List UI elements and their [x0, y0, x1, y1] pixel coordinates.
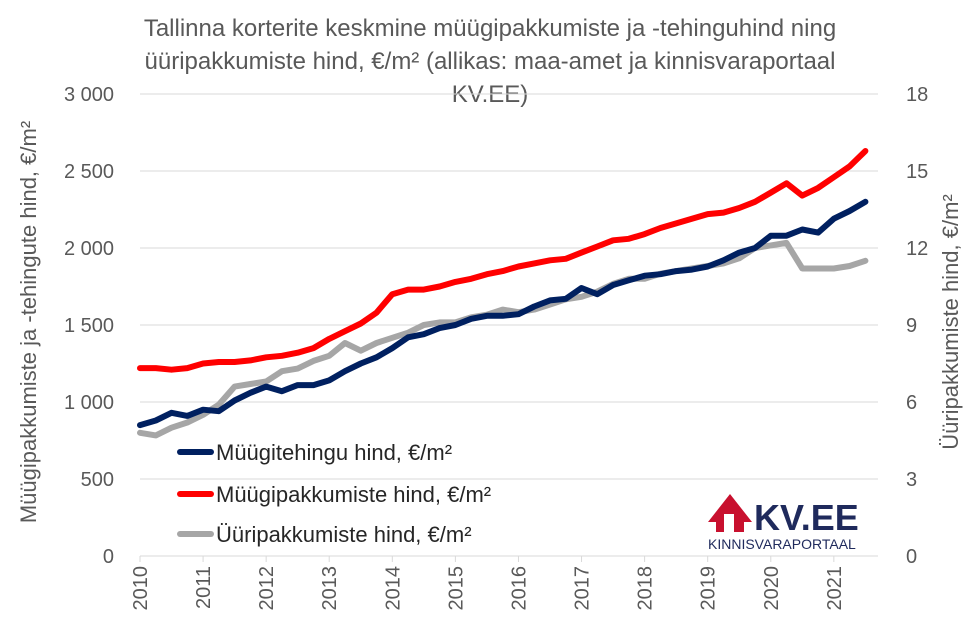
- x-tick-label: 2011: [193, 566, 215, 609]
- x-tick-label: 2013: [319, 566, 341, 611]
- legend-label: Müügitehingu hind, €/m²: [216, 440, 452, 465]
- x-tick-label: 2015: [445, 566, 467, 611]
- x-tick-label: 2012: [256, 566, 278, 611]
- right-tick-label: 18: [906, 84, 928, 106]
- left-tick-label: 1 000: [64, 392, 114, 414]
- series-line-2: [137, 239, 869, 439]
- legend: Müügitehingu hind, €/m² Müügipakkumiste h…: [177, 440, 491, 547]
- x-tick-label: 2021: [824, 566, 846, 611]
- right-y-axis: 0 3 6 9 12 15 18: [906, 84, 928, 568]
- x-tick-label: 2010: [130, 566, 152, 611]
- house-icon: [708, 494, 752, 532]
- logo-tagline: KINNISVARAPORTAAL: [708, 536, 856, 552]
- legend-label: Üüripakkumiste hind, €/m²: [216, 522, 472, 547]
- x-tick-label: 2017: [572, 566, 594, 611]
- right-tick-label: 12: [906, 238, 928, 260]
- series-line-1: [137, 148, 869, 373]
- right-tick-label: 0: [906, 546, 917, 568]
- house-door-icon: [724, 514, 734, 532]
- x-tick-label: 2019: [698, 566, 720, 611]
- right-tick-label: 6: [906, 392, 917, 414]
- series-line-0: [137, 198, 869, 429]
- x-axis: 2010 2011 2012 2013 2014 2015 2016 2017 2018 2019…: [130, 555, 878, 611]
- x-tick-label: 2018: [635, 566, 657, 611]
- right-axis-title: Üüripakkumiste hind, €/m²: [938, 194, 963, 450]
- x-tick-label: 2020: [761, 566, 783, 611]
- left-tick-label: 3 000: [64, 84, 114, 106]
- left-tick-label: 2 000: [64, 238, 114, 260]
- right-tick-label: 15: [906, 161, 928, 183]
- left-tick-label: 1 500: [64, 315, 114, 337]
- kv-logo: KV.EE KINNISVARAPORTAAL: [708, 494, 859, 552]
- x-tick-label: 2016: [508, 566, 530, 611]
- x-tick-label: 2014: [382, 566, 404, 611]
- left-tick-label: 0: [103, 546, 114, 568]
- right-tick-label: 3: [906, 469, 917, 491]
- chart-title: Tallinna korterite keskmine müügipakkumi…: [143, 15, 837, 108]
- right-tick-label: 9: [906, 315, 917, 337]
- left-tick-label: 500: [81, 469, 114, 491]
- left-tick-label: 2 500: [64, 161, 114, 183]
- left-y-axis: 0 500 1 000 1 500 2 000 2 500 3 000: [64, 84, 114, 568]
- logo-brand: KV.EE: [754, 497, 859, 538]
- series-layer: [137, 148, 869, 439]
- left-axis-title: Müügipakkumiste ja -tehingute hind, €/m²: [16, 121, 41, 523]
- legend-label: Müügipakkumiste hind, €/m²: [216, 482, 491, 507]
